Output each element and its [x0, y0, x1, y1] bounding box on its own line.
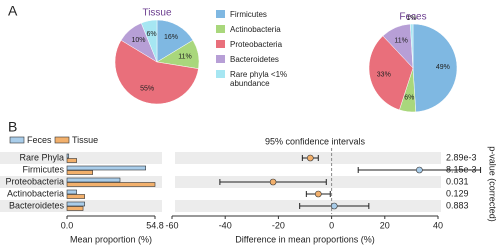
pie-value-label: 11%: [394, 37, 408, 44]
p-value-label: 0.031: [446, 176, 469, 186]
x-tick-label: 0: [329, 220, 334, 230]
chart-title: 95% confidence intervals: [265, 136, 366, 146]
pie-value-label: 1%: [406, 15, 416, 22]
bar: [66, 153, 69, 159]
pie-slice: [409, 23, 414, 69]
point: [416, 166, 423, 174]
point: [307, 154, 314, 162]
pie-value-label: 10%: [131, 37, 145, 44]
pie-value-label: 55%: [140, 86, 154, 93]
pie-value-label: 16%: [164, 34, 178, 41]
legend-swatch: [216, 55, 225, 63]
panel-label: A: [8, 3, 18, 19]
legend-swatch: [216, 25, 225, 33]
category-label: Bacteroidetes: [9, 200, 65, 210]
pie-value-label: 49%: [436, 64, 450, 71]
x-tick-label: 0.0: [61, 220, 74, 230]
pie-value-label: 11%: [178, 53, 192, 60]
x-axis-label: Mean proportion (%): [70, 234, 152, 244]
point: [330, 202, 338, 210]
legend-label: Tissue: [72, 135, 98, 145]
x-tick-label: 40: [433, 220, 443, 230]
category-label: Rare Phyla: [19, 152, 64, 162]
x-tick-label: 20: [380, 220, 390, 230]
legend-label: Firmicutes: [230, 9, 267, 19]
p-value-label: 2.89e-3: [446, 152, 477, 162]
legend-swatch: [54, 136, 70, 144]
legend-label: Actinobacteria: [230, 24, 281, 34]
legend-label: Bacteroidetes: [230, 54, 279, 64]
pie-slice: [368, 35, 414, 111]
point: [314, 190, 322, 198]
legend-swatch: [216, 10, 225, 18]
pie-slice: [140, 19, 158, 63]
bar: [66, 194, 85, 199]
legend-label: Rare phyla <1% abundance: [230, 69, 288, 88]
pie-title: Feces: [399, 12, 426, 23]
bar: [66, 177, 121, 183]
point: [269, 178, 277, 186]
pie-slice: [412, 23, 458, 113]
x-tick-label: -20: [272, 220, 285, 230]
x-tick-label: -40: [219, 220, 232, 230]
x-tick-label: -60: [165, 220, 178, 230]
p-axis-label: p-value (corrected): [488, 146, 498, 222]
p-value-label: 8.15e-3: [446, 164, 477, 174]
legend-swatch: [216, 70, 225, 78]
pie-slice: [114, 39, 199, 105]
bar: [66, 158, 77, 163]
x-axis-label: Difference in mean proportions (%): [235, 234, 374, 244]
pie-value-label: 6%: [146, 31, 156, 38]
pie-title: Tissue: [142, 8, 172, 19]
bar: [66, 206, 84, 211]
bar: [66, 189, 77, 195]
category-label: Proteobacteria: [5, 176, 64, 186]
bar: [66, 182, 156, 187]
category-label: Actinobacteria: [7, 188, 64, 198]
category-label: Firmicutes: [22, 164, 64, 174]
legend-label: Proteobacteria: [230, 39, 283, 49]
legend-swatch: [216, 40, 225, 48]
bar: [66, 201, 85, 207]
legend-swatch: [9, 136, 25, 144]
p-value-label: 0.883: [446, 200, 469, 210]
pie-value-label: 6%: [404, 95, 414, 102]
p-value-label: 0.129: [446, 188, 469, 198]
row-band: [0, 152, 162, 164]
panel-label: B: [8, 119, 17, 135]
x-tick-label: 54.8: [146, 220, 164, 230]
legend-label: Feces: [27, 135, 52, 145]
pie-value-label: 33%: [377, 71, 391, 78]
bar: [66, 170, 93, 175]
bar: [66, 165, 146, 171]
